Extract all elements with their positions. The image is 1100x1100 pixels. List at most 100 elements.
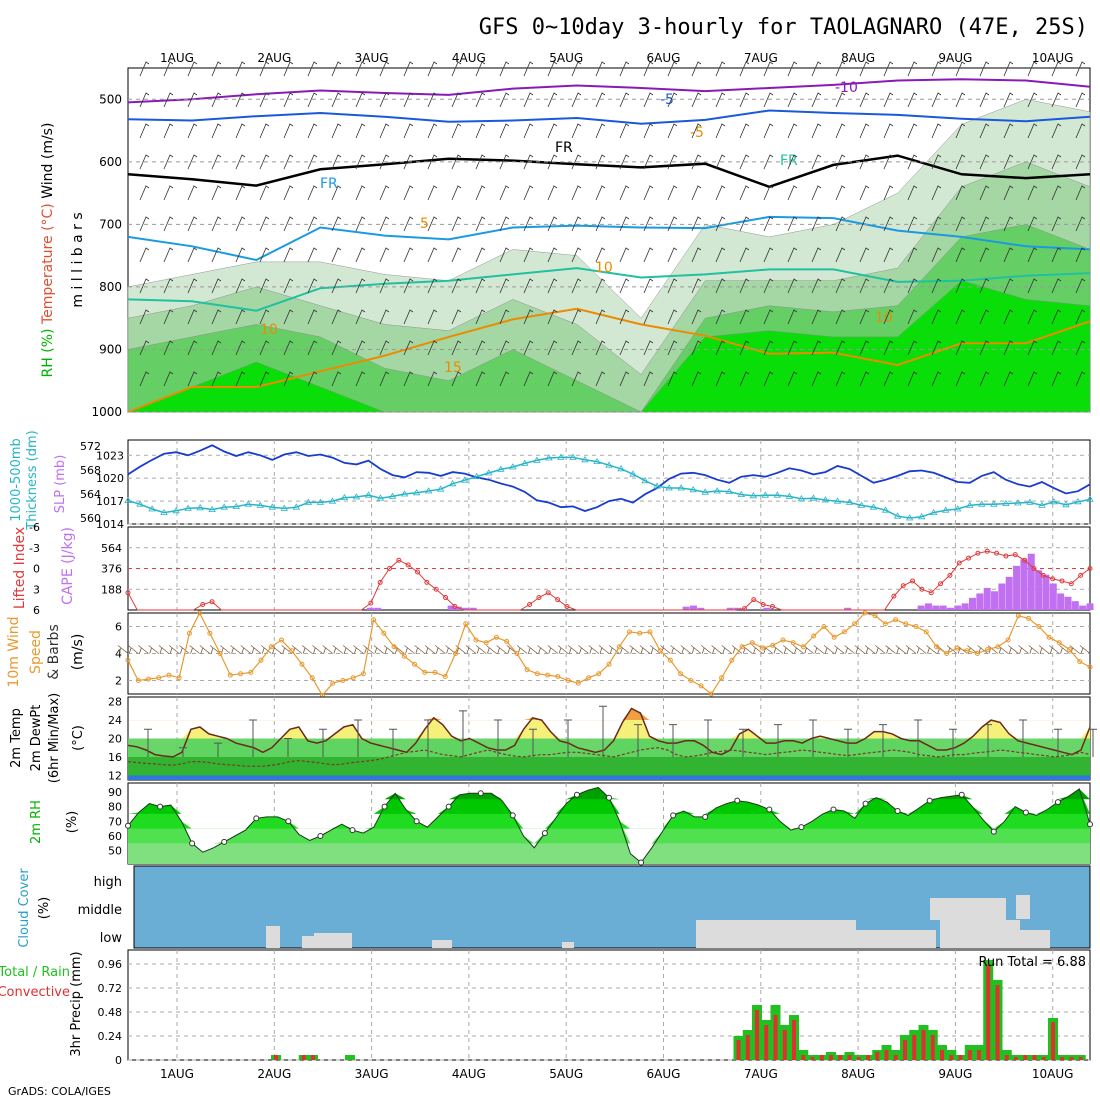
wind-barb — [283, 309, 294, 325]
wind-barb — [595, 216, 606, 232]
wind10-barb — [250, 645, 262, 654]
wind10-point — [524, 667, 530, 673]
temp-max-bar — [704, 719, 712, 757]
wind-barb — [403, 92, 414, 108]
thickness-point — [1062, 501, 1070, 508]
wind10-point — [811, 633, 817, 639]
cape-bar — [741, 608, 749, 610]
wind10-point — [442, 673, 448, 679]
wind10-point — [412, 661, 418, 667]
wind-barb — [667, 309, 678, 325]
wind-barb — [187, 61, 198, 77]
wind10-point — [156, 675, 162, 681]
wind-barb — [355, 92, 366, 108]
wind-barb — [811, 154, 822, 170]
wind10-barb — [527, 645, 538, 654]
wind-barb — [739, 247, 750, 263]
wind-barb — [739, 123, 750, 139]
temp-max-bar — [984, 724, 992, 757]
temp-max-bar — [739, 728, 747, 757]
li-point — [424, 579, 430, 585]
thickness-point — [364, 491, 373, 498]
wind10-barb — [905, 645, 917, 654]
wind-barb — [1075, 92, 1086, 108]
precip-conv-bar — [958, 1055, 963, 1060]
li-tick: 3 — [33, 583, 40, 596]
wind-barb — [475, 123, 486, 139]
wind-barb — [763, 61, 774, 77]
wind-barb — [379, 278, 390, 294]
wind-barb — [667, 247, 678, 263]
thickness-point — [593, 457, 601, 464]
x-tick-label-bottom: 4AUG — [452, 1067, 486, 1081]
wind-barb — [955, 154, 966, 170]
wind-barb — [163, 61, 174, 77]
wind-barb — [451, 154, 462, 170]
contour-label: FR — [320, 176, 338, 192]
slp-line — [127, 444, 1091, 512]
wind10-point — [279, 637, 285, 643]
wind-barb — [163, 154, 174, 170]
wind-barb — [787, 278, 798, 294]
temp-max-bar — [844, 728, 852, 757]
wind-barb — [883, 61, 894, 77]
wind-barb — [739, 216, 750, 232]
wind10-label-b: Speed — [28, 630, 44, 674]
wind-barb — [1051, 61, 1062, 77]
x-tick-label-top: 1AUG — [160, 51, 194, 65]
li-point — [387, 566, 393, 571]
wind-barb — [931, 247, 942, 263]
slp-label: SLP (mb) — [53, 455, 68, 514]
cape-bar — [726, 607, 734, 610]
thickness-point — [1002, 499, 1010, 506]
wind-barb — [619, 92, 630, 108]
wind-barb — [955, 247, 966, 263]
wind10-point — [1056, 640, 1062, 646]
contour-label: -5 — [660, 92, 674, 108]
wind-barb — [475, 61, 486, 77]
wind10-point — [330, 680, 336, 686]
wind10-barb — [1038, 645, 1050, 654]
thickness-point — [545, 454, 553, 461]
wind-barb — [883, 92, 894, 108]
li-point — [769, 604, 775, 610]
wind-barb — [883, 278, 894, 294]
slp-tick: 1020 — [96, 472, 124, 485]
wind-barb — [787, 92, 798, 108]
dewpt2m-line — [127, 747, 1091, 767]
temp-tick: 24 — [108, 714, 122, 727]
thickness-tick: 564 — [80, 488, 101, 501]
thickness-point — [845, 498, 854, 505]
rh2m-point — [477, 790, 484, 797]
temp-max-bar — [1019, 719, 1027, 757]
wind-barb — [1027, 278, 1038, 294]
wind-barb — [643, 309, 654, 325]
cloud-label: Cloud Cover — [17, 868, 32, 948]
x-tick-label-top: 8AUG — [841, 51, 875, 65]
wind-barb — [355, 278, 366, 294]
wind-barb — [715, 154, 726, 170]
wind-barb — [835, 278, 846, 294]
wind10-barb — [731, 645, 743, 654]
wind-barb — [307, 216, 318, 232]
wind-barb — [907, 123, 918, 139]
wind10-barb — [670, 645, 681, 654]
wind10-point — [852, 621, 858, 627]
wind-barb — [187, 309, 198, 325]
precip-conv-bar — [1023, 1055, 1028, 1060]
thickness-point — [220, 503, 228, 510]
wind-barb — [955, 309, 966, 325]
li-point — [200, 601, 206, 607]
wind-barb — [259, 185, 270, 201]
wind-barb — [1003, 123, 1014, 139]
precip-conv-bar — [764, 1025, 769, 1060]
wind-barb — [211, 340, 222, 356]
wind-barb — [283, 371, 294, 387]
wind10-point — [227, 672, 233, 678]
precip-conv-bar — [921, 1030, 926, 1060]
thickness-point — [412, 489, 421, 496]
wind-barb — [595, 247, 606, 263]
wind-barb — [355, 340, 366, 356]
wind-barb — [835, 309, 846, 325]
temp-max-bar — [214, 742, 222, 757]
